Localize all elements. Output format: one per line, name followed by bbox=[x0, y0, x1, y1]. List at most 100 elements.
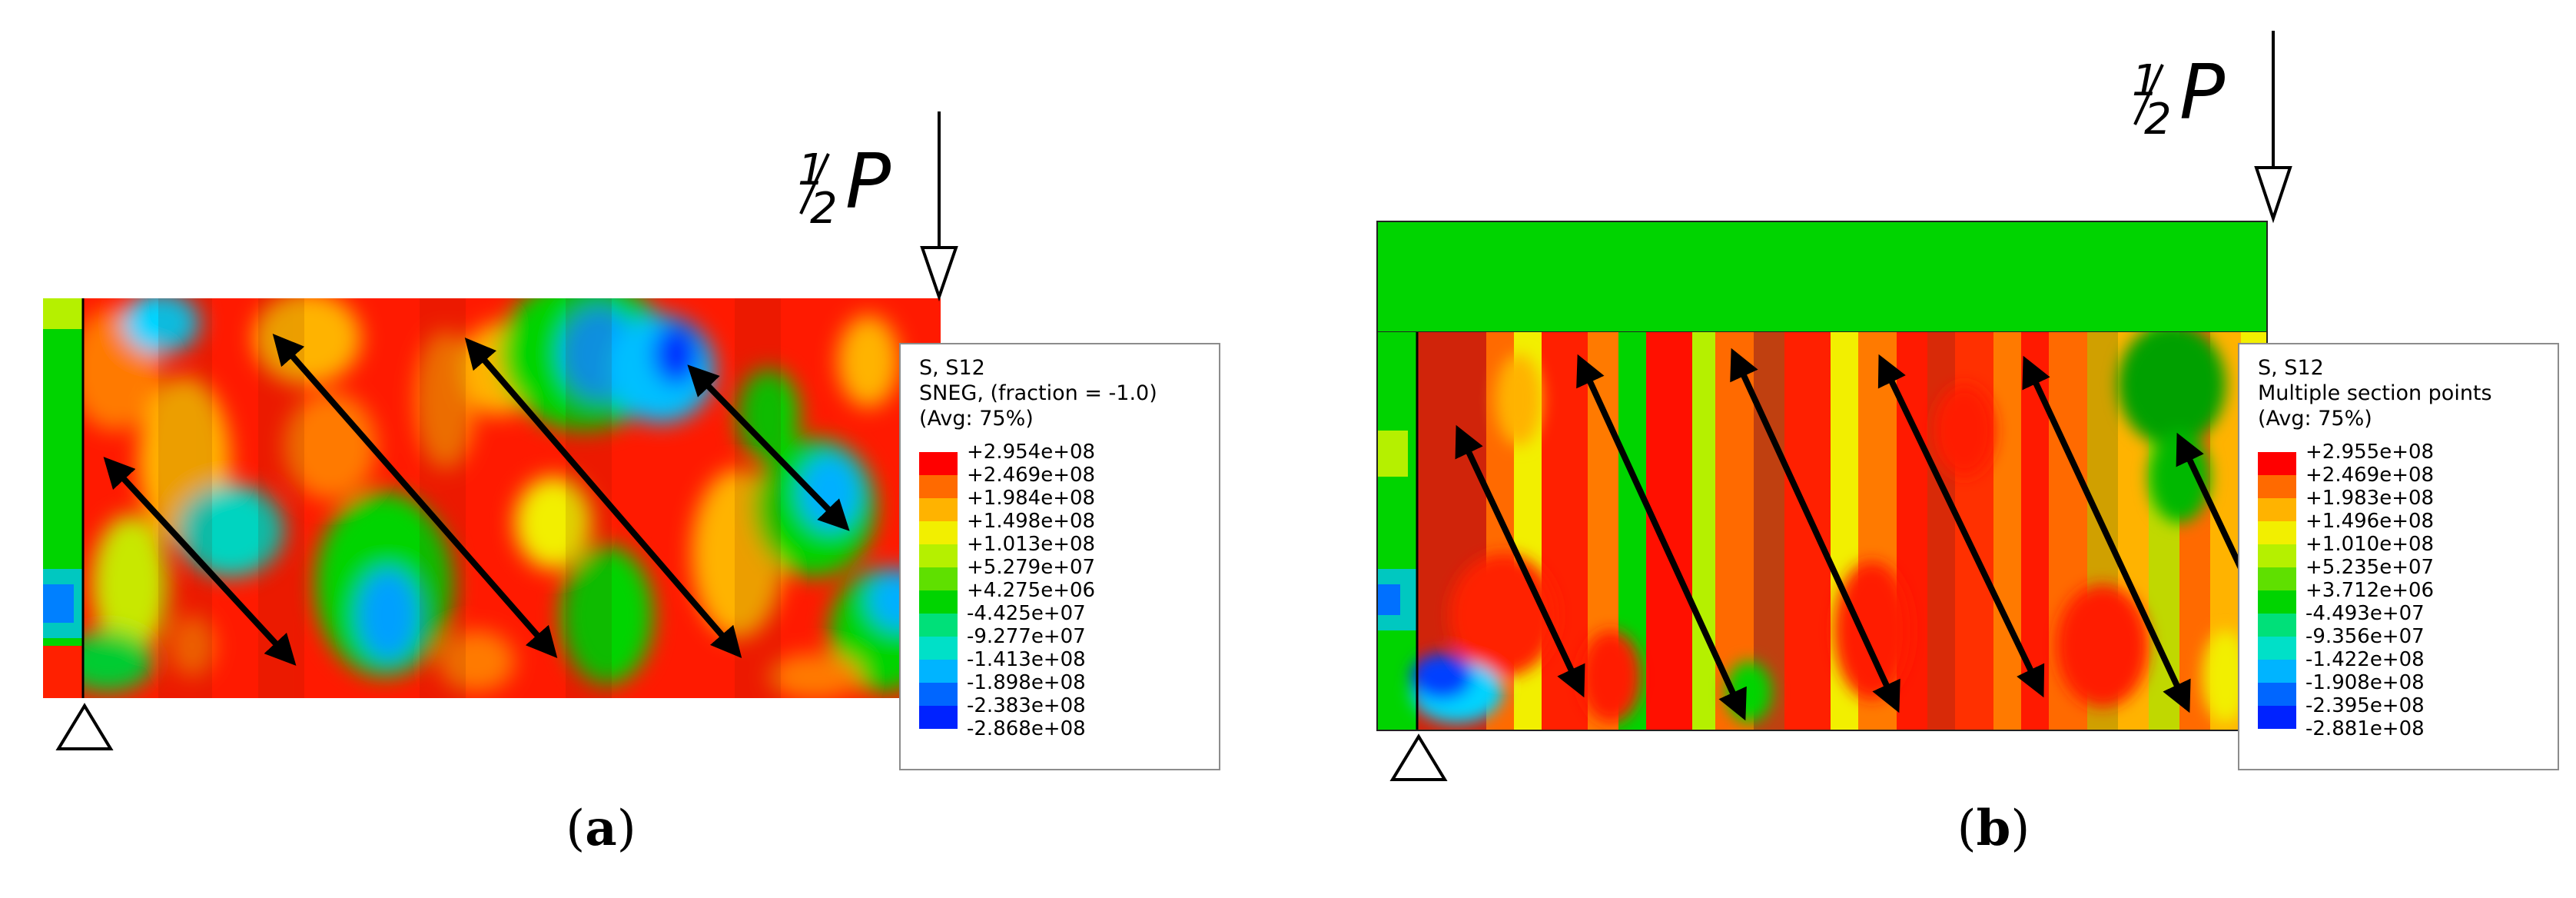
legend-row: -1.422e+08 bbox=[2258, 648, 2519, 683]
arrow-b2 bbox=[1576, 354, 1747, 721]
legend-swatch bbox=[2258, 521, 2296, 544]
legend-swatch bbox=[2258, 614, 2296, 637]
contour-plot-a: 1 2 P bbox=[43, 111, 958, 750]
legend-swatch bbox=[2258, 706, 2296, 729]
legend-row: +2.954e+08 bbox=[919, 441, 1180, 475]
legend-row: +1.984e+08 bbox=[919, 487, 1180, 521]
legend-value: -1.422e+08 bbox=[2305, 648, 2425, 671]
legend-value: +2.469e+08 bbox=[967, 464, 1096, 487]
legend-value: -9.277e+07 bbox=[967, 625, 1086, 648]
legend-b: S, S12 Multiple section points (Avg: 75%… bbox=[2238, 343, 2559, 770]
load-label-denominator: 2 bbox=[2144, 95, 2172, 145]
legend-row: -4.493e+07 bbox=[2258, 602, 2519, 637]
legend-value: -1.898e+08 bbox=[967, 671, 1086, 694]
legend-avg: (Avg: 75%) bbox=[2258, 407, 2372, 431]
legend-swatch bbox=[919, 637, 958, 660]
load-label-letter: P bbox=[845, 138, 891, 226]
arrow-a1 bbox=[103, 457, 297, 666]
legend-value: +1.013e+08 bbox=[967, 533, 1096, 556]
legend-row: +1.498e+08 bbox=[919, 510, 1180, 544]
legend-value: +2.469e+08 bbox=[2305, 464, 2435, 487]
load-label-denominator: 2 bbox=[810, 184, 838, 234]
legend-value: +1.496e+08 bbox=[2305, 510, 2435, 533]
legend-row: +5.235e+07 bbox=[2258, 556, 2519, 590]
caption-b: (b) bbox=[1957, 800, 2030, 857]
stress-field-b bbox=[1377, 332, 2267, 730]
legend-swatch bbox=[919, 683, 958, 706]
arrow-a4 bbox=[687, 364, 850, 531]
legend-swatch bbox=[2258, 637, 2296, 660]
legend-row: +2.469e+08 bbox=[919, 464, 1180, 498]
legend-value: -1.413e+08 bbox=[967, 648, 1086, 671]
legend-swatch bbox=[2258, 544, 2296, 567]
legend-row: +5.279e+07 bbox=[919, 556, 1180, 590]
legend-swatch bbox=[919, 521, 958, 544]
legend-swatch bbox=[919, 590, 958, 614]
support-triangle-b bbox=[1389, 733, 1448, 781]
legend-value: -1.908e+08 bbox=[2305, 671, 2425, 694]
legend-row: -2.868e+08 bbox=[919, 717, 1180, 740]
legend-value: +1.984e+08 bbox=[967, 487, 1096, 510]
caption-letter: a bbox=[585, 800, 617, 857]
legend-scale-a: +2.954e+08 +2.469e+08 +1.984e+08 +1.498e+08… bbox=[919, 441, 1219, 748]
legend-swatch bbox=[2258, 452, 2296, 475]
legend-swatch bbox=[919, 614, 958, 637]
legend-value: -2.395e+08 bbox=[2305, 694, 2425, 717]
panel-a: 1 2 P S, S12 SNEG, (fraction = -1.0) (Av… bbox=[43, 111, 1220, 857]
arrow-b4 bbox=[1877, 354, 2045, 698]
legend-row: -1.898e+08 bbox=[919, 671, 1180, 706]
legend-value: -4.425e+07 bbox=[967, 602, 1086, 625]
legend-value: -2.881e+08 bbox=[2305, 717, 2425, 740]
load-label-b: 1 2 P bbox=[2132, 49, 2225, 145]
caption-a: (a) bbox=[566, 800, 636, 857]
legend-value: +5.279e+07 bbox=[967, 556, 1096, 579]
stress-arrows-a bbox=[103, 333, 850, 666]
support-triangle-a bbox=[55, 703, 114, 750]
legend-row: -1.908e+08 bbox=[2258, 671, 2519, 706]
legend-row: +3.712e+06 bbox=[2258, 579, 2519, 614]
legend-swatch bbox=[2258, 660, 2296, 683]
legend-title: S, S12 bbox=[2258, 356, 2324, 380]
legend-row: +1.983e+08 bbox=[2258, 487, 2519, 521]
legend-swatch bbox=[919, 475, 958, 498]
legend-title: S, S12 bbox=[919, 356, 985, 380]
arrow-b5 bbox=[2022, 355, 2191, 713]
legend-swatch bbox=[2258, 498, 2296, 521]
legend-row: -2.383e+08 bbox=[919, 694, 1180, 729]
legend-value: -9.356e+07 bbox=[2305, 625, 2425, 648]
legend-subtitle: SNEG, (fraction = -1.0) bbox=[919, 381, 1157, 405]
legend-swatch bbox=[919, 452, 958, 475]
legend-row: +1.010e+08 bbox=[2258, 533, 2519, 567]
legend-swatch bbox=[2258, 567, 2296, 590]
legend-swatch bbox=[919, 544, 958, 567]
legend-avg: (Avg: 75%) bbox=[919, 407, 1034, 431]
legend-row: +1.013e+08 bbox=[919, 533, 1180, 567]
legend-value: -4.493e+07 bbox=[2305, 602, 2425, 625]
top-flange-b bbox=[1376, 221, 2268, 333]
legend-row: -9.356e+07 bbox=[2258, 625, 2519, 660]
arrow-b1 bbox=[1455, 424, 1585, 698]
legend-scale-b: +2.955e+08 +2.469e+08 +1.983e+08 +1.496e+08… bbox=[2258, 441, 2558, 748]
legend-value: +4.275e+06 bbox=[967, 579, 1096, 602]
legend-value: +1.010e+08 bbox=[2305, 533, 2435, 556]
legend-value: +1.983e+08 bbox=[2305, 487, 2435, 510]
left-column-a bbox=[43, 298, 85, 698]
legend-swatch bbox=[919, 706, 958, 729]
load-label-a: 1 2 P bbox=[798, 138, 891, 234]
legend-swatch bbox=[919, 660, 958, 683]
legend-row: -1.413e+08 bbox=[919, 648, 1180, 683]
legend-value: -2.868e+08 bbox=[967, 717, 1086, 740]
legend-subtitle: Multiple section points bbox=[2258, 381, 2492, 405]
legend-row: -2.881e+08 bbox=[2258, 717, 2519, 740]
arrow-a3 bbox=[464, 337, 742, 659]
legend-row: -9.277e+07 bbox=[919, 625, 1180, 660]
legend-value: +5.235e+07 bbox=[2305, 556, 2435, 579]
legend-swatch bbox=[2258, 590, 2296, 614]
contour-plot-b: 1 2 P bbox=[1376, 31, 2303, 781]
legend-row: +1.496e+08 bbox=[2258, 510, 2519, 544]
arrow-b3 bbox=[1730, 348, 1900, 713]
legend-row: -4.425e+07 bbox=[919, 602, 1180, 637]
legend-value: +2.955e+08 bbox=[2305, 441, 2435, 464]
legend-a: S, S12 SNEG, (fraction = -1.0) (Avg: 75%… bbox=[899, 343, 1220, 770]
legend-swatch bbox=[919, 567, 958, 590]
